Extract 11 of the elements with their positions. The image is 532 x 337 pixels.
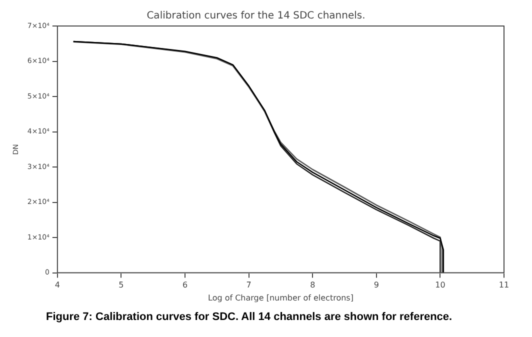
x-tick-label: 10: [435, 280, 446, 290]
x-tick-label: 5: [118, 280, 124, 290]
x-tick-label: 8: [310, 280, 316, 290]
chart-title: Calibration curves for the 14 SDC channels.: [146, 10, 366, 22]
x-axis-title: Log of Charge [number of electrons]: [208, 293, 354, 302]
caption: Figure 7: Calibration curves for SDC. All 14 channels are shown for reference.: [46, 311, 454, 323]
x-tick-label: 6: [182, 280, 188, 290]
x-tick-label: 4: [54, 280, 60, 290]
x-tick-label: 9: [374, 280, 379, 290]
x-tick-label: 7: [246, 280, 252, 290]
x-tick-label: 11: [498, 280, 510, 290]
